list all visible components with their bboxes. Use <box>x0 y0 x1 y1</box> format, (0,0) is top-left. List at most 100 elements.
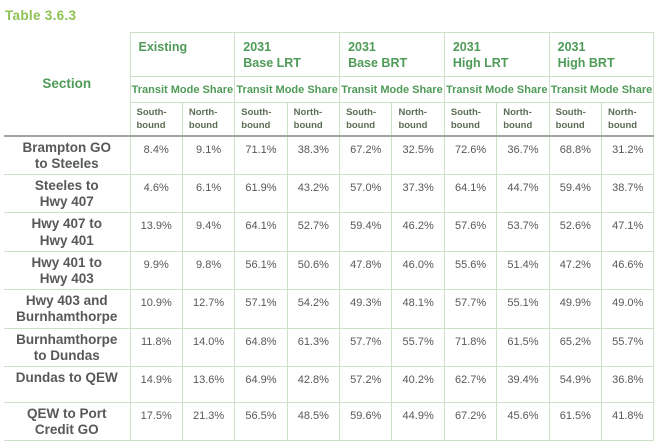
value-cell: 55.7% <box>391 328 445 367</box>
value-cell: 54.2% <box>286 289 340 329</box>
value-cell: 47.8% <box>339 251 392 291</box>
value-cell: 68.8% <box>548 135 602 175</box>
value-cell: 53.7% <box>496 212 550 252</box>
value-cell: 61.5% <box>548 402 602 441</box>
value-cell: 11.8% <box>129 328 183 367</box>
table-row: Burnhamthorpe to Dundas 11.8% 14.0% 64.8% 61… <box>4 328 655 367</box>
section-cell: QEW to Port Credit GO <box>4 402 130 441</box>
northbound-header: North- bound <box>181 102 235 137</box>
value-cell: 64.8% <box>234 328 288 367</box>
table-row: Hwy 407 to Hwy 401 13.9% 9.4% 64.1% 52.7% 59.… <box>4 212 655 252</box>
value-cell: 57.2% <box>339 366 392 403</box>
value-cell: 72.6% <box>443 135 497 175</box>
northbound-header: North- bound <box>286 102 340 137</box>
table-row: QEW to Port Credit GO 17.5% 21.3% 56.5% 48.5… <box>4 402 655 441</box>
value-cell: 36.7% <box>496 135 550 175</box>
table-row: Hwy 401 to Hwy 403 9.9% 9.8% 56.1% 50.6% 47.8… <box>4 251 655 291</box>
value-cell: 57.1% <box>234 289 288 329</box>
value-cell: 59.6% <box>339 402 392 441</box>
southbound-header: South- bound <box>548 102 602 137</box>
value-cell: 9.4% <box>181 212 235 252</box>
value-cell: 48.5% <box>286 402 340 441</box>
value-cell: 67.2% <box>339 135 392 175</box>
southbound-header: South- bound <box>443 102 497 137</box>
section-cell: Dundas to QEW <box>4 366 130 403</box>
value-cell: 47.1% <box>601 212 655 252</box>
value-cell: 56.1% <box>234 251 288 291</box>
value-cell: 46.2% <box>391 212 445 252</box>
section-cell: Hwy 407 to Hwy 401 <box>4 212 130 252</box>
value-cell: 62.7% <box>443 366 497 403</box>
value-cell: 52.6% <box>548 212 602 252</box>
group-header-2031-high-brt: 2031 High BRT <box>548 32 655 77</box>
value-cell: 46.6% <box>601 251 655 291</box>
value-cell: 54.9% <box>548 366 602 403</box>
mode-share-label: Transit Mode Share <box>339 76 445 103</box>
value-cell: 59.4% <box>548 174 602 214</box>
value-cell: 47.2% <box>548 251 602 291</box>
value-cell: 64.1% <box>443 174 497 214</box>
value-cell: 45.6% <box>496 402 550 441</box>
value-cell: 9.8% <box>181 251 235 291</box>
value-cell: 14.9% <box>129 366 183 403</box>
section-cell: Burnhamthorpe to Dundas <box>4 328 130 367</box>
group-header-2031-base-brt: 2031 Base BRT <box>339 32 445 77</box>
value-cell: 71.8% <box>443 328 497 367</box>
value-cell: 56.5% <box>234 402 288 441</box>
mode-share-label: Transit Mode Share <box>548 76 655 103</box>
value-cell: 50.6% <box>286 251 340 291</box>
section-cell: Brampton GO to Steeles <box>4 135 130 175</box>
value-cell: 10.9% <box>129 289 183 329</box>
table-row: Dundas to QEW 14.9% 13.6% 64.9% 42.8% 57.2% 40… <box>4 366 655 403</box>
northbound-header: North- bound <box>601 102 655 137</box>
value-cell: 44.9% <box>391 402 445 441</box>
northbound-header: North- bound <box>391 102 445 137</box>
value-cell: 61.9% <box>234 174 288 214</box>
value-cell: 4.6% <box>129 174 183 214</box>
value-cell: 38.7% <box>601 174 655 214</box>
table-header: Section Existing 2031 Base LRT 2031 Base… <box>4 32 655 137</box>
value-cell: 61.5% <box>496 328 550 367</box>
value-cell: 13.9% <box>129 212 183 252</box>
table-row: Brampton GO to Steeles 8.4% 9.1% 71.1% 38.3%… <box>4 135 655 175</box>
mode-share-label: Transit Mode Share <box>234 76 340 103</box>
value-cell: 43.2% <box>286 174 340 214</box>
value-cell: 49.0% <box>601 289 655 329</box>
group-header-row: Section Existing 2031 Base LRT 2031 Base… <box>4 32 655 137</box>
value-cell: 44.7% <box>496 174 550 214</box>
value-cell: 21.3% <box>181 402 235 441</box>
value-cell: 48.1% <box>391 289 445 329</box>
mode-share-label: Transit Mode Share <box>443 76 550 103</box>
transit-mode-share-table: Section Existing 2031 Base LRT 2031 Base… <box>4 32 655 441</box>
value-cell: 8.4% <box>129 135 183 175</box>
value-cell: 13.6% <box>181 366 235 403</box>
group-header-2031-high-lrt: 2031 High LRT <box>443 32 550 77</box>
table-body: Brampton GO to Steeles 8.4% 9.1% 71.1% 38.3%… <box>4 135 655 441</box>
value-cell: 57.7% <box>443 289 497 329</box>
value-cell: 40.2% <box>391 366 445 403</box>
value-cell: 65.2% <box>548 328 602 367</box>
value-cell: 57.7% <box>339 328 392 367</box>
southbound-header: South- bound <box>339 102 392 137</box>
value-cell: 57.0% <box>339 174 392 214</box>
value-cell: 9.1% <box>181 135 235 175</box>
southbound-header: South- bound <box>129 102 183 137</box>
value-cell: 59.4% <box>339 212 392 252</box>
mode-share-label: Transit Mode Share <box>129 76 235 103</box>
group-header-existing: Existing <box>129 32 235 77</box>
value-cell: 37.3% <box>391 174 445 214</box>
value-cell: 12.7% <box>181 289 235 329</box>
northbound-header: North- bound <box>496 102 550 137</box>
value-cell: 52.7% <box>286 212 340 252</box>
value-cell: 6.1% <box>181 174 235 214</box>
value-cell: 14.0% <box>181 328 235 367</box>
value-cell: 31.2% <box>601 135 655 175</box>
value-cell: 41.8% <box>601 402 655 441</box>
value-cell: 46.0% <box>391 251 445 291</box>
value-cell: 57.6% <box>443 212 497 252</box>
value-cell: 64.9% <box>234 366 288 403</box>
value-cell: 55.1% <box>496 289 550 329</box>
value-cell: 17.5% <box>129 402 183 441</box>
value-cell: 49.3% <box>339 289 392 329</box>
direction-header-row: South- bound North- bound South- bound N… <box>4 102 655 137</box>
